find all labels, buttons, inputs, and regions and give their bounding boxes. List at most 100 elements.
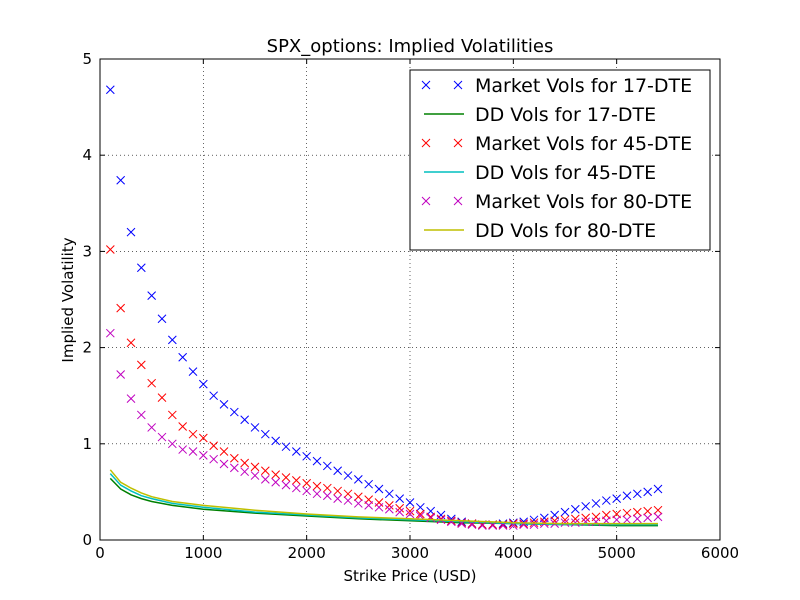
marker-stroke bbox=[178, 352, 188, 362]
marker-stroke bbox=[126, 227, 136, 237]
marker-stroke bbox=[198, 379, 208, 389]
data-point bbox=[250, 423, 260, 432]
marker-stroke bbox=[167, 410, 177, 420]
marker-stroke bbox=[560, 507, 570, 517]
data-point bbox=[240, 467, 250, 477]
marker-stroke bbox=[136, 360, 146, 370]
data-point bbox=[126, 394, 136, 403]
marker-stroke bbox=[281, 473, 291, 482]
data-point bbox=[333, 466, 343, 476]
data-point bbox=[198, 433, 208, 443]
marker-stroke bbox=[622, 491, 632, 501]
data-point bbox=[250, 471, 260, 480]
data-point bbox=[581, 517, 591, 527]
marker-stroke bbox=[281, 442, 291, 452]
marker-stroke bbox=[260, 466, 270, 476]
x-tick-label: 1000 bbox=[184, 544, 222, 562]
marker-stroke bbox=[415, 502, 425, 512]
marker-stroke bbox=[167, 335, 177, 345]
data-point bbox=[395, 507, 405, 517]
marker-stroke bbox=[353, 475, 363, 484]
data-point bbox=[260, 429, 270, 439]
y-tick-label: 5 bbox=[82, 50, 92, 68]
data-point bbox=[415, 509, 425, 519]
data-point bbox=[601, 496, 611, 505]
data-point bbox=[312, 489, 322, 499]
data-point bbox=[405, 498, 415, 507]
data-point bbox=[529, 520, 539, 529]
marker-stroke bbox=[632, 507, 642, 517]
data-point bbox=[415, 502, 425, 512]
marker-stroke bbox=[488, 521, 498, 530]
data-point bbox=[147, 291, 157, 301]
marker-stroke bbox=[240, 458, 250, 468]
data-point bbox=[260, 475, 270, 484]
marker-stroke bbox=[167, 439, 177, 449]
legend-marker bbox=[453, 138, 463, 148]
axis-ticks: 0 1000 2000 3000 4000 5000 6000 0 1 2 3 4 5 bbox=[82, 50, 739, 562]
data-point bbox=[581, 501, 591, 511]
legend-entry: Market Vols for 80-DTE bbox=[421, 191, 692, 213]
marker-stroke bbox=[612, 515, 622, 525]
data-point bbox=[167, 410, 177, 420]
marker-stroke bbox=[446, 517, 456, 527]
legend-entry: DD Vols for 80-DTE bbox=[424, 220, 656, 242]
y-tick-label: 4 bbox=[82, 146, 92, 164]
marker-stroke bbox=[529, 520, 539, 529]
marker-stroke bbox=[421, 80, 431, 90]
data-point bbox=[322, 461, 332, 471]
legend-marker bbox=[421, 196, 431, 206]
data-point bbox=[343, 496, 353, 505]
x-axis-label: Strike Price (USD) bbox=[343, 567, 476, 585]
legend-label: Market Vols for 45-DTE bbox=[475, 133, 692, 155]
marker-stroke bbox=[240, 415, 250, 425]
marker-stroke bbox=[178, 422, 188, 431]
marker-stroke bbox=[457, 518, 467, 528]
data-point bbox=[632, 514, 642, 524]
marker-stroke bbox=[333, 494, 343, 503]
marker-stroke bbox=[643, 506, 653, 516]
data-point bbox=[260, 466, 270, 476]
data-point bbox=[240, 415, 250, 425]
marker-stroke bbox=[519, 520, 529, 529]
marker-stroke bbox=[105, 328, 115, 338]
marker-stroke bbox=[581, 513, 591, 523]
data-point bbox=[188, 447, 198, 456]
data-point bbox=[178, 422, 188, 431]
marker-stroke bbox=[147, 423, 157, 432]
data-point bbox=[643, 487, 653, 497]
marker-stroke bbox=[322, 491, 332, 501]
legend-box bbox=[409, 69, 711, 251]
data-point bbox=[570, 514, 580, 524]
y-tick-label: 1 bbox=[82, 435, 92, 453]
marker-stroke bbox=[271, 470, 281, 479]
marker-stroke bbox=[601, 496, 611, 505]
x-tick-label: 0 bbox=[95, 544, 105, 562]
data-point bbox=[167, 335, 177, 345]
data-point bbox=[281, 480, 291, 490]
data-point bbox=[374, 484, 384, 494]
marker-stroke bbox=[374, 484, 384, 494]
data-point bbox=[105, 245, 115, 254]
y-tick-label: 3 bbox=[82, 242, 92, 260]
x-tick-label: 4000 bbox=[494, 544, 532, 562]
marker-stroke bbox=[653, 505, 663, 515]
marker-stroke bbox=[291, 476, 301, 485]
marker-stroke bbox=[105, 245, 115, 254]
marker-stroke bbox=[229, 453, 239, 463]
data-point bbox=[622, 491, 632, 501]
data-point bbox=[178, 352, 188, 362]
marker-stroke bbox=[453, 80, 463, 90]
data-point bbox=[219, 400, 229, 409]
marker-stroke bbox=[405, 506, 415, 516]
data-point bbox=[126, 227, 136, 237]
data-point bbox=[560, 518, 570, 528]
marker-stroke bbox=[116, 303, 126, 313]
data-point bbox=[384, 501, 394, 510]
marker-stroke bbox=[136, 410, 146, 420]
data-point bbox=[136, 263, 146, 273]
data-point bbox=[612, 515, 622, 525]
data-point bbox=[395, 503, 405, 513]
x-tick-label: 5000 bbox=[598, 544, 636, 562]
marker-stroke bbox=[157, 432, 167, 442]
